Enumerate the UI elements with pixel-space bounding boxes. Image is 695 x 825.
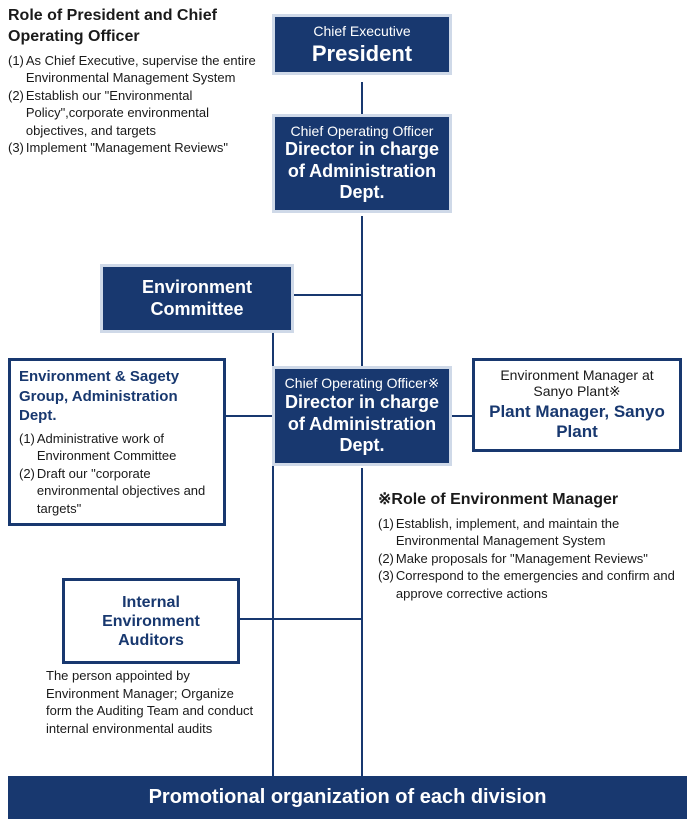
box-president: Chief Executive President [272,14,452,75]
box-plant-subtitle: Environment Manager at Sanyo Plant※ [483,367,671,400]
box-coo2: Chief Operating Officer※ Director in cha… [272,366,452,466]
box-env-safety: Environment & Sagety Group, Administrati… [8,358,226,526]
footer-bar: Promotional organization of each divisio… [8,776,687,819]
box-coo1-title: Director in charge of Administration Dep… [283,139,441,204]
box-plant: Environment Manager at Sanyo Plant※ Plan… [472,358,682,452]
list-item: (3)Implement "Management Reviews" [8,139,258,157]
line-coo-down [361,216,363,366]
note-role-env-manager: ※Role of Environment Manager (1)Establis… [378,490,682,603]
list-item: (2)Establish our "Environmental Policy",… [8,87,258,140]
box-coo2-subtitle: Chief Operating Officer※ [283,375,441,392]
box-env-safety-list: (1)Administrative work of Environment Co… [19,430,215,518]
note-role-president: Role of President and Chief Operating Of… [8,6,258,157]
note-role-president-list: (1)As Chief Executive, supervise the ent… [8,52,258,157]
note-role-president-heading: Role of President and Chief Operating Of… [8,6,258,48]
note-role-env-manager-list: (1)Establish, implement, and maintain th… [378,515,682,603]
list-item: (1)As Chief Executive, supervise the ent… [8,52,258,87]
list-item: (1)Establish, implement, and maintain th… [378,515,682,550]
line-auditors-branch [240,618,361,620]
list-item: (1)Administrative work of Environment Co… [19,430,215,465]
box-president-title: President [283,41,441,66]
box-president-subtitle: Chief Executive [283,23,441,39]
list-item: (3)Correspond to the emergencies and con… [378,567,682,602]
box-auditors-title: Internal Environment Auditors [73,593,229,651]
box-coo2-title: Director in charge of Administration Dep… [283,392,441,457]
box-auditors-desc: The person appointed by Environment Mana… [46,664,256,737]
box-env-safety-heading: Environment & Sagety Group, Administrati… [19,367,215,426]
box-coo1: Chief Operating Officer Director in char… [272,114,452,213]
box-env-committee: Environment Committee [100,264,294,333]
box-env-committee-title: Environment Committee [111,277,283,320]
note-role-env-manager-heading: ※Role of Environment Manager [378,490,682,511]
box-coo1-subtitle: Chief Operating Officer [283,123,441,139]
list-item: (2)Draft our "corporate environmental ob… [19,465,215,518]
box-auditors: Internal Environment Auditors [62,578,240,664]
box-plant-title: Plant Manager, Sanyo Plant [483,402,671,443]
list-item: (2)Make proposals for "Management Review… [378,550,682,568]
footer-bar-text: Promotional organization of each divisio… [149,786,547,808]
line-coo2-down [361,468,363,776]
box-auditors-desc-text: The person appointed by Environment Mana… [46,667,256,737]
line-president-coo [361,82,363,114]
